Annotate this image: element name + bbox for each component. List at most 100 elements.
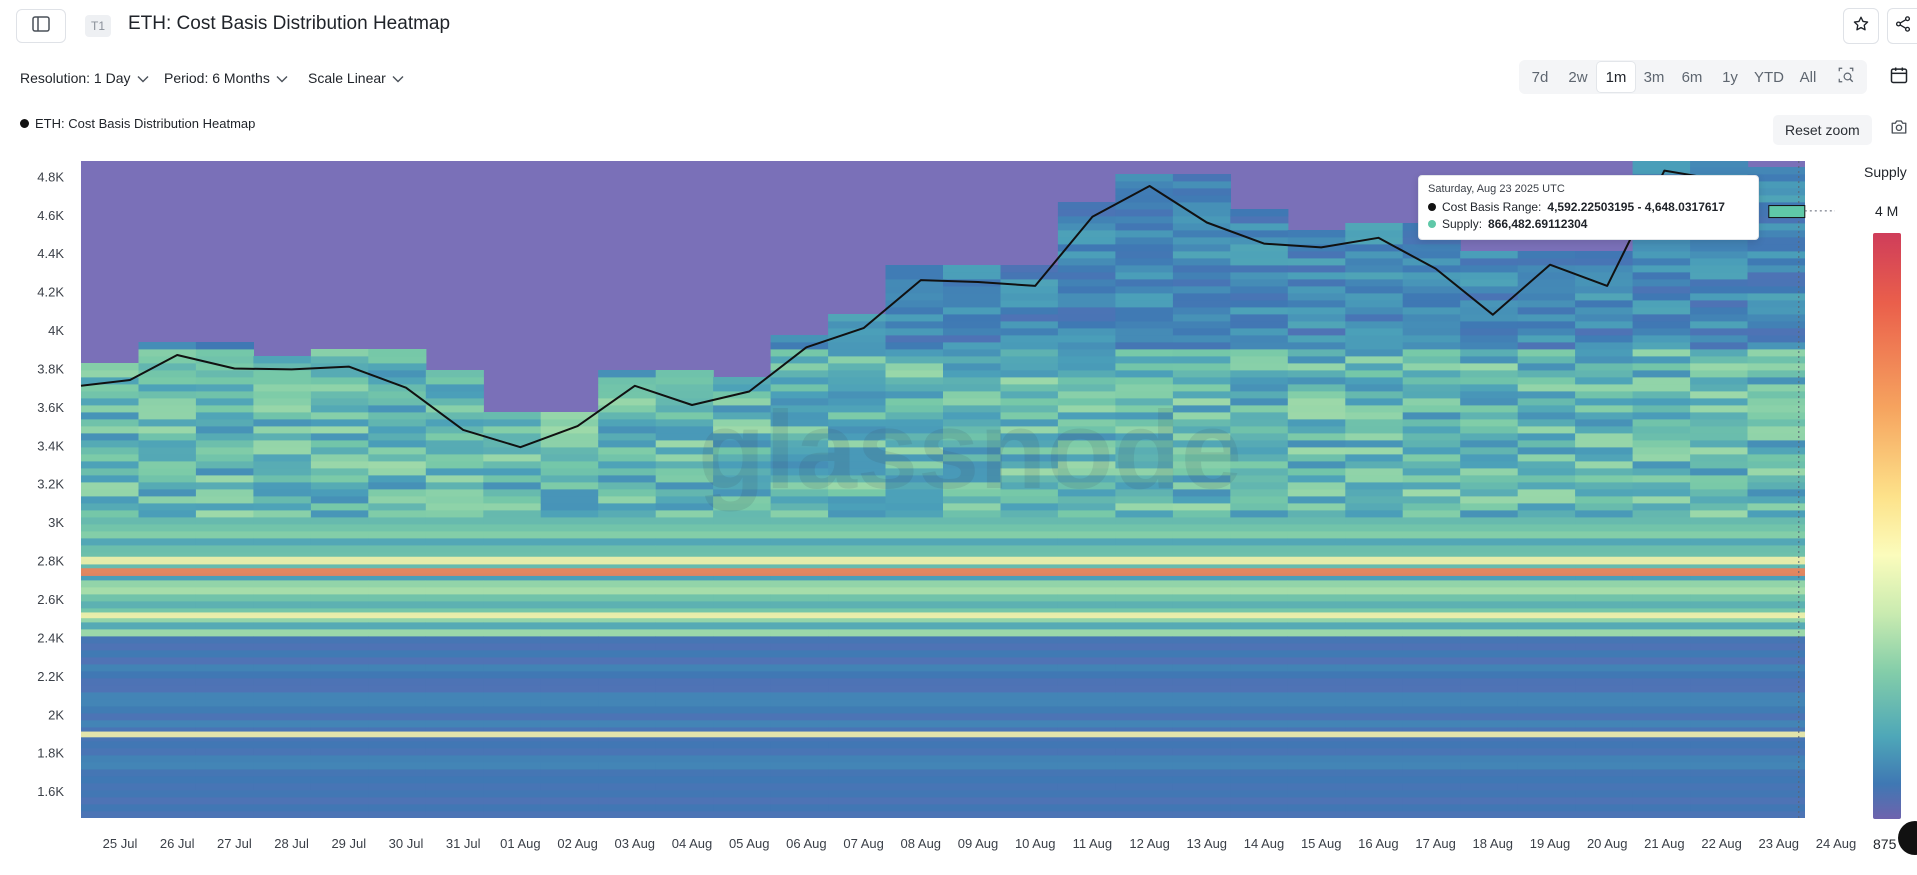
heatmap-cell [1057,601,1116,609]
heatmap-cell [1000,293,1059,301]
heatmap-cell [195,489,254,497]
heatmap-cell [81,706,140,714]
heatmap-cell [1575,615,1634,623]
heatmap-cell [81,769,140,777]
heatmap-cell [1230,468,1289,476]
share-icon [1894,15,1912,38]
heatmap-cell [713,587,772,595]
heatmap-cell [1345,643,1404,651]
heatmap-cell [1000,734,1059,742]
help-widget[interactable] [1898,821,1917,855]
heatmap-cell [195,510,254,518]
scale-dropdown[interactable]: Scale Linear [308,70,404,86]
heatmap-cell [1517,321,1576,329]
heatmap-cell [885,503,944,511]
heatmap-cell [1402,727,1461,735]
range-button-1m[interactable]: 1m [1597,62,1635,92]
chart-legend[interactable]: ETH: Cost Basis Distribution Heatmap [20,116,255,131]
heatmap-cell [1690,258,1749,266]
heatmap-cell [1517,314,1576,322]
heatmap-cell [310,461,369,469]
heatmap-cell [1747,195,1805,203]
heatmap-cell [1172,650,1231,658]
heatmap-cell [1115,713,1174,721]
heatmap-cell [1057,622,1116,630]
heatmap-cell [885,755,944,763]
range-button-2w[interactable]: 2w [1568,68,1588,86]
heatmap-cell [253,552,312,560]
heatmap-cell [1402,265,1461,273]
heatmap-cell [1057,454,1116,462]
range-button-1y[interactable]: 1y [1722,68,1738,86]
heatmap-cell [138,524,197,532]
sidebar-toggle-button[interactable] [16,9,66,43]
heatmap-cell [1690,573,1749,581]
heatmap-cell [1747,580,1805,588]
screenshot-button[interactable] [1886,116,1912,142]
heatmap-cell [1747,258,1805,266]
heatmap-cell [1575,475,1634,483]
heatmap-cell [368,790,427,798]
range-button-6m[interactable]: 6m [1681,68,1703,86]
heatmap-cell [1575,384,1634,392]
heatmap-cell [1000,398,1059,406]
heatmap-cell [1057,447,1116,455]
heatmap-cell [770,699,829,707]
heatmap-cell [1632,692,1691,700]
heatmap-cell [1402,811,1461,818]
heatmap-cell [1230,321,1289,329]
favorite-button[interactable] [1843,8,1879,44]
calendar-button[interactable] [1882,60,1916,94]
heatmap-cell [1747,720,1805,728]
heatmap-cell [1345,279,1404,287]
heatmap-cell [1345,503,1404,511]
heatmap-cell [1000,279,1059,287]
zoom-select-button[interactable] [1827,62,1865,92]
heatmap-cell [828,790,887,798]
share-button[interactable] [1887,8,1917,44]
heatmap-cell [1115,783,1174,791]
heatmap-cell [483,587,542,595]
heatmap-cell [598,517,657,525]
heatmap-cell [540,503,599,511]
heatmap-cell [770,419,829,427]
range-button-ytd[interactable]: YTD [1754,68,1784,86]
x-tick-label: 15 Aug [1301,836,1342,851]
range-button-all[interactable]: All [1799,68,1817,86]
period-dropdown[interactable]: Period: 6 Months [164,70,288,86]
heatmap-cell [943,440,1002,448]
heatmap-cell [1747,391,1805,399]
heatmap-cell [425,755,484,763]
heatmap-cell [770,342,829,350]
heatmap-cell [598,804,657,812]
heatmap-cell [1632,293,1691,301]
range-button-3m[interactable]: 3m [1643,68,1665,86]
range-button-7d[interactable]: 7d [1531,68,1549,86]
heatmap-cell [310,398,369,406]
heatmap-cell [483,671,542,679]
heatmap-cell [713,734,772,742]
heatmap-cell [598,636,657,644]
heatmap-cell [425,643,484,651]
heatmap-cell [540,699,599,707]
tooltip-supply-dot [1428,219,1436,228]
heatmap-cell [310,699,369,707]
heatmap-cell [253,538,312,546]
page-title: ETH: Cost Basis Distribution Heatmap [128,13,451,34]
heatmap-cell [138,405,197,413]
heatmap-cell [1345,377,1404,385]
heatmap-cell [310,769,369,777]
heatmap-cell [195,370,254,378]
heatmap-cell [138,454,197,462]
heatmap-cell [1115,244,1174,252]
reset-zoom-button[interactable]: Reset zoom [1773,115,1872,145]
resolution-dropdown[interactable]: Resolution: 1 Day [20,70,149,86]
heatmap-cell [310,349,369,357]
heatmap-cell [1517,615,1576,623]
heatmap-cell [1747,573,1805,581]
heatmap-cell [1517,391,1576,399]
heatmap-cell [1402,391,1461,399]
heatmap-cell [1575,741,1634,749]
heatmap-cell [81,412,140,420]
